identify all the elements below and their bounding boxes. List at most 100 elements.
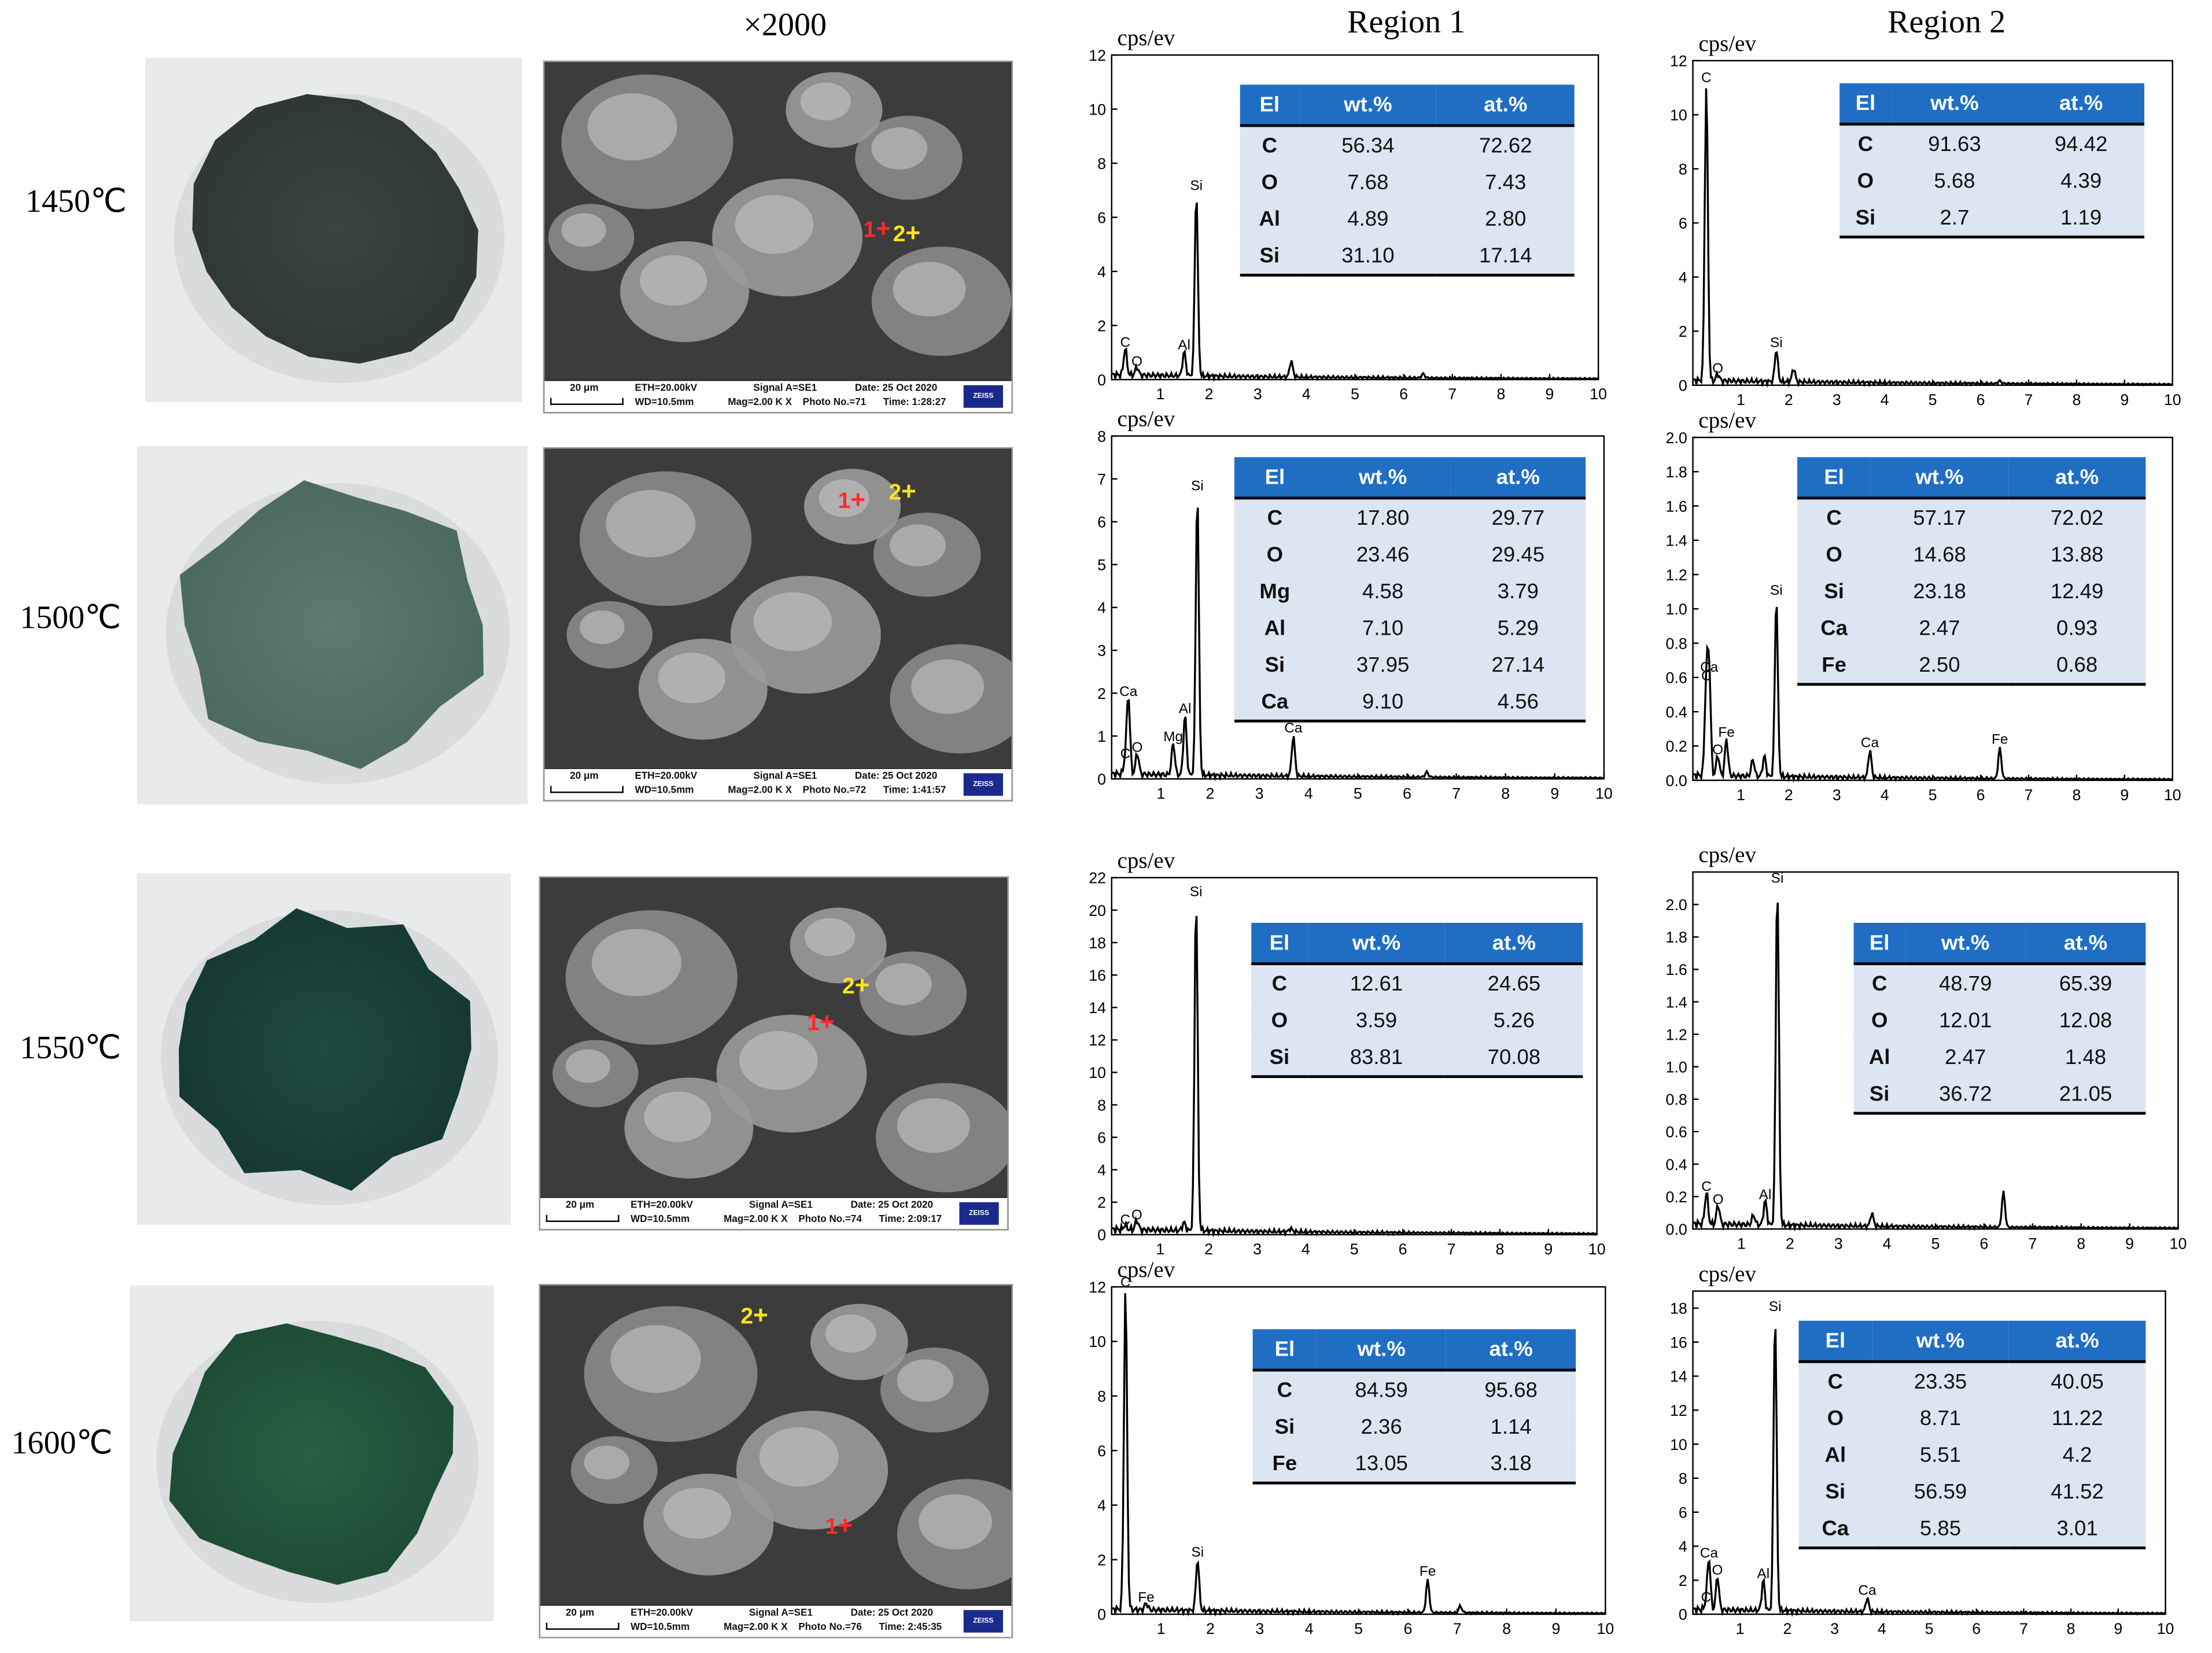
region-marker-2: 2+	[842, 970, 870, 999]
x-tick-label: 1	[1736, 1620, 1745, 1637]
y-tick-label: 6	[1097, 1442, 1106, 1460]
x-tick-label: 6	[1403, 785, 1411, 802]
peak-label-al: Al	[1179, 701, 1192, 717]
table-row: O 3.59 5.26	[1251, 1002, 1583, 1039]
y-tick-label: 10	[1089, 101, 1106, 118]
powder-pile	[192, 94, 478, 364]
wt-cell: 5.51	[1872, 1436, 2009, 1474]
x-tick-label: 4	[1304, 785, 1313, 802]
y-axis-label: cps/ev	[1117, 407, 1175, 432]
x-tick-label: 2	[1206, 785, 1215, 802]
sem-date: Date: 25 Oct 2020	[850, 1608, 933, 1619]
y-tick-label: 8	[1097, 1388, 1106, 1405]
y-tick-label: 2	[1097, 317, 1106, 334]
y-tick-label: 4	[1679, 1538, 1687, 1555]
y-tick-label: 0.2	[1666, 1188, 1687, 1206]
y-axis-label: cps/ev	[1117, 1258, 1175, 1283]
at-cell: 41.52	[2008, 1473, 2146, 1510]
wt-cell: 84.59	[1317, 1370, 1447, 1408]
x-tick-label: 9	[2114, 1620, 2122, 1637]
y-axis-label: cps/ev	[1698, 1262, 1757, 1287]
element-cell: Ca	[1234, 683, 1315, 723]
peak-label-o: O	[1713, 1192, 1724, 1207]
table-header-element: El	[1252, 1329, 1317, 1372]
sem-scale-bar	[550, 786, 624, 793]
y-tick-label: 0	[1097, 1606, 1106, 1623]
table-header-element: El	[1251, 922, 1308, 966]
edx-spectrum-region2: 0.0 0.2 0.4 0.6 0.8 1.0 1.2 1.4 1.6 1.8 2.0 1 2 3 4 5 6 7…	[1666, 429, 2181, 804]
table-row: O 14.68 13.88	[1797, 536, 2146, 573]
x-tick-label: 3	[1833, 786, 1841, 804]
edx-spectrum-region2: 0 2 4 6 8 10 12 14 16 18 1 2 3 4 5 6 7 8 9 10 C Ca O Al Si Ca	[1670, 1290, 2174, 1637]
table-row: Fe 13.05 3.18	[1252, 1445, 1576, 1485]
sem-wd: WD=10.5mm	[635, 786, 694, 796]
table-header-element: El	[1853, 922, 1905, 966]
spectrum-line	[1692, 606, 2173, 783]
y-tick-label: 1.8	[1666, 463, 1687, 481]
at-cell: 4.56	[1450, 683, 1586, 723]
peak-label-ca: Ca	[1119, 684, 1138, 700]
y-tick-label: 10	[1670, 1436, 1687, 1453]
crosshair-icon: +	[905, 219, 921, 247]
temperature-label: 1600℃	[11, 1425, 113, 1461]
y-tick-label: 6	[1679, 215, 1687, 232]
header-magnification: ×2000	[743, 7, 827, 43]
x-tick-label: 7	[2028, 1235, 2037, 1252]
x-tick-label: 8	[1501, 785, 1510, 802]
peak-label-al: Al	[1178, 337, 1190, 353]
wt-cell: 12.01	[1905, 1002, 2026, 1039]
wt-cell: 83.81	[1307, 1038, 1446, 1078]
x-tick-label: 5	[1351, 385, 1359, 403]
element-cell: C	[1853, 963, 1905, 1002]
table-row: O 23.46 29.45	[1234, 536, 1586, 573]
x-tick-label: 7	[2025, 786, 2033, 804]
crosshair-icon: +	[854, 970, 870, 999]
wt-cell: 2.50	[1871, 646, 2008, 686]
table-row: Si 31.10 17.14	[1240, 237, 1575, 277]
y-tick-label: 2	[1097, 1551, 1106, 1569]
table-header-wt: wt.%	[1905, 922, 2026, 966]
x-tick-label: 5	[1929, 391, 1937, 408]
element-cell: C	[1234, 498, 1315, 536]
y-tick-label: 0.8	[1666, 1091, 1687, 1109]
x-tick-label: 7	[1447, 1240, 1456, 1258]
x-tick-label: 8	[2077, 1235, 2085, 1252]
x-tick-label: 8	[2072, 391, 2081, 408]
x-tick-label: 1	[1157, 1620, 1166, 1637]
x-tick-label: 3	[1255, 1620, 1264, 1637]
sem-date: Date: 25 Oct 2020	[850, 1201, 933, 1211]
wt-cell: 4.89	[1299, 200, 1437, 237]
x-tick-label: 2	[1205, 385, 1214, 403]
at-cell: 65.39	[2025, 963, 2146, 1002]
sem-image: 20 μm ETH=20.00kV WD=10.5mm Signal A=SE1 Mag…	[543, 60, 1013, 414]
sem-time: Time: 1:41:57	[883, 786, 946, 796]
y-tick-label: 1.8	[1666, 929, 1687, 946]
x-tick-label: 4	[1305, 1620, 1314, 1637]
x-tick-label: 3	[1255, 785, 1264, 802]
y-tick-label: 12	[1089, 1279, 1106, 1296]
table-row: C 23.35 40.05	[1798, 1361, 2146, 1400]
sem-scale-bar	[545, 1622, 620, 1630]
region-marker-1: 1+	[825, 1511, 853, 1540]
edx-spectrum-region1: 0 2 4 6 8 10 12 14 16 18 20 22 1 2 3 4 5 6 7 8 9 10 C O Si	[1089, 870, 1605, 1258]
x-tick-label: 10	[2170, 1235, 2187, 1252]
peak-label-fe: Fe	[1420, 1564, 1436, 1580]
x-tick-label: 9	[1546, 385, 1554, 403]
element-cell: Si	[1252, 1408, 1317, 1445]
at-cell: 5.26	[1445, 1002, 1583, 1039]
powder-pile	[178, 908, 471, 1191]
table-row: O 8.71 11.22	[1798, 1400, 2146, 1437]
at-cell: 27.14	[1450, 646, 1586, 683]
at-cell: 1.14	[1446, 1408, 1576, 1445]
at-cell: 12.49	[2008, 573, 2146, 610]
x-tick-label: 2	[1204, 1240, 1213, 1258]
peak-label-o: O	[1131, 1207, 1142, 1223]
element-cell: O	[1853, 1002, 1905, 1039]
peak-label-al: Al	[1759, 1187, 1772, 1202]
x-tick-label: 2	[1785, 786, 1793, 804]
table-header-wt: wt.%	[1315, 457, 1451, 500]
peak-label-o: O	[1132, 739, 1143, 755]
x-tick-label: 5	[1354, 1620, 1363, 1637]
spectrum-line	[1111, 202, 1599, 382]
y-tick-label: 4	[1097, 263, 1106, 281]
